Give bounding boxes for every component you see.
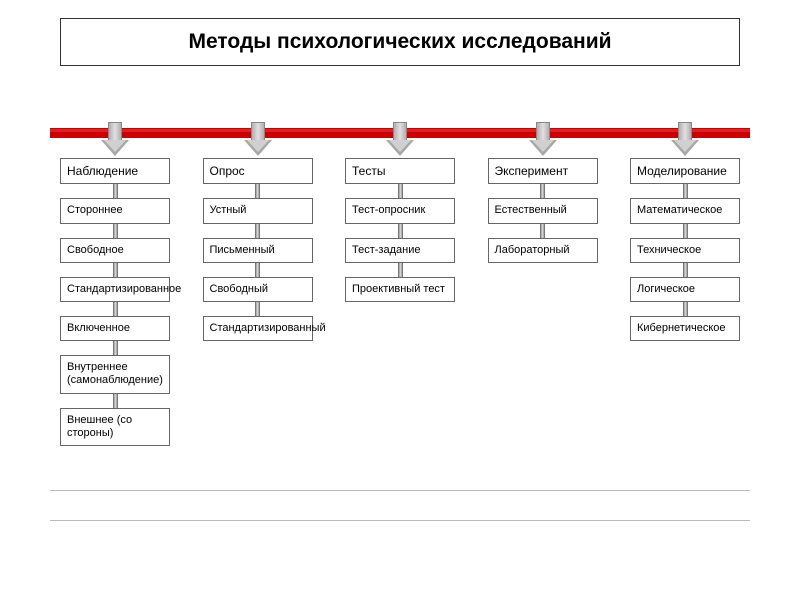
connector <box>255 224 260 238</box>
connector <box>113 184 118 198</box>
connector <box>398 263 403 277</box>
item-box: Устный <box>203 198 313 223</box>
arrow-down-icon <box>101 122 129 156</box>
item-label: Стандартизированный <box>210 322 326 335</box>
title-box: Методы психологических исследований <box>60 18 740 66</box>
column-header-label: Моделирование <box>637 164 727 178</box>
column-header-label: Наблюдение <box>67 164 138 178</box>
arrow-down-icon <box>671 122 699 156</box>
item-label: Тест-задание <box>352 244 420 257</box>
connector <box>683 184 688 198</box>
hr-line-2 <box>50 520 750 521</box>
connector <box>255 184 260 198</box>
connector <box>683 224 688 238</box>
item-label: Естественный <box>495 204 567 217</box>
item-box: Проективный тест <box>345 277 455 302</box>
arrow-down-icon <box>529 122 557 156</box>
item-box: Техническое <box>630 238 740 263</box>
column-1: Опрос Устный Письменный Свободный Стандартиз… <box>193 128 323 446</box>
item-box: Внешнее (со стороны) <box>60 408 170 446</box>
column-header: Опрос <box>203 158 313 184</box>
item-label: Включенное <box>67 322 130 335</box>
item-label: Стороннее <box>67 204 123 217</box>
column-header-label: Опрос <box>210 164 245 178</box>
connector <box>255 263 260 277</box>
connector <box>683 302 688 316</box>
item-box: Стандартизированное <box>60 277 170 302</box>
item-label: Лабораторный <box>495 244 570 257</box>
item-label: Свободное <box>67 244 124 257</box>
item-box: Включенное <box>60 316 170 341</box>
column-0: Наблюдение Стороннее Свободное Стандартизир… <box>50 128 180 446</box>
item-box: Письменный <box>203 238 313 263</box>
connector <box>113 341 118 355</box>
title-text: Методы психологических исследований <box>188 30 611 54</box>
column-3: Эксперимент Естественный Лабораторный <box>478 128 608 446</box>
item-label: Логическое <box>637 283 695 296</box>
item-label: Стандартизированное <box>67 283 181 296</box>
item-label: Математическое <box>637 204 722 217</box>
arrow-down-icon <box>386 122 414 156</box>
connector <box>683 263 688 277</box>
item-label: Проективный тест <box>352 283 445 296</box>
item-box: Стандартизированный <box>203 316 313 341</box>
column-header: Моделирование <box>630 158 740 184</box>
columns-container: Наблюдение Стороннее Свободное Стандартизир… <box>50 128 750 446</box>
arrow-down-icon <box>244 122 272 156</box>
item-box: Внутреннее (самонаблюдение) <box>60 355 170 393</box>
connector <box>113 263 118 277</box>
connector <box>113 224 118 238</box>
connector <box>398 224 403 238</box>
column-header-label: Тесты <box>352 164 385 178</box>
item-box: Логическое <box>630 277 740 302</box>
item-box: Стороннее <box>60 198 170 223</box>
item-box: Лабораторный <box>488 238 598 263</box>
connector <box>255 302 260 316</box>
column-header-label: Эксперимент <box>495 164 569 178</box>
item-label: Тест-опросник <box>352 204 425 217</box>
column-4: Моделирование Математическое Техническое Ло… <box>620 128 750 446</box>
column-header: Наблюдение <box>60 158 170 184</box>
item-box: Свободное <box>60 238 170 263</box>
column-header: Тесты <box>345 158 455 184</box>
item-label: Устный <box>210 204 247 217</box>
item-label: Внешнее (со стороны) <box>67 414 163 440</box>
item-box: Тест-опросник <box>345 198 455 223</box>
column-2: Тесты Тест-опросник Тест-задание Проективны… <box>335 128 465 446</box>
item-box: Естественный <box>488 198 598 223</box>
connector <box>398 184 403 198</box>
item-box: Тест-задание <box>345 238 455 263</box>
connector <box>540 184 545 198</box>
column-header: Эксперимент <box>488 158 598 184</box>
connector <box>113 394 118 408</box>
item-box: Математическое <box>630 198 740 223</box>
item-box: Кибернетическое <box>630 316 740 341</box>
item-label: Свободный <box>210 283 269 296</box>
item-box: Свободный <box>203 277 313 302</box>
item-label: Техническое <box>637 244 701 257</box>
item-label: Внутреннее (самонаблюдение) <box>67 361 163 387</box>
item-label: Письменный <box>210 244 275 257</box>
connector <box>113 302 118 316</box>
item-label: Кибернетическое <box>637 322 726 335</box>
hr-line-1 <box>50 490 750 491</box>
connector <box>540 224 545 238</box>
